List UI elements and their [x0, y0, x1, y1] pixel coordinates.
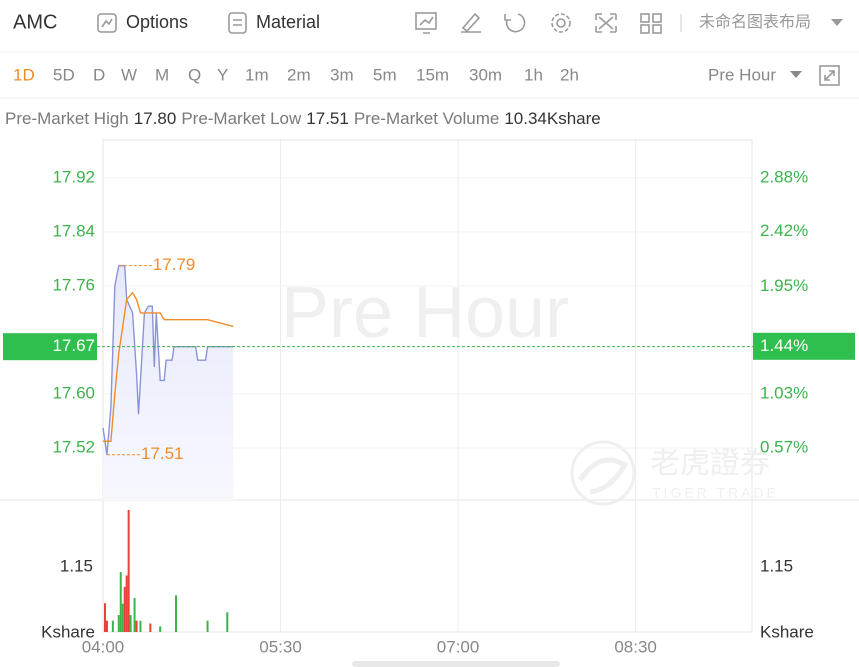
- volume-bar: [111, 620, 114, 632]
- volume-unit: Kshare: [41, 622, 95, 641]
- y2-tick-label: 0.57%: [760, 437, 808, 456]
- layout-name[interactable]: 未命名图表布局: [699, 13, 811, 31]
- period-bar: 1D 5D D W M Q Y 1m 2m 3m 5m 15m 30m 1h 2h: [13, 65, 579, 84]
- last-price: 17.67: [52, 336, 95, 355]
- chart: 04:00 05:30 07:00 08:30 17.92 17.84 17.76 17.60…: [3, 140, 855, 656]
- y-tick-label: 17.84: [52, 221, 95, 240]
- volume-bar: [206, 620, 209, 632]
- stat-label: Pre-Market High: [5, 109, 129, 128]
- tool-icons[interactable]: [415, 12, 662, 34]
- y2-tick-label: 1.95%: [760, 276, 808, 295]
- period-button[interactable]: 2m: [287, 65, 311, 84]
- volume-bar: [226, 612, 229, 632]
- period-button[interactable]: 1h: [524, 65, 543, 84]
- period-button[interactable]: M: [155, 65, 169, 84]
- symbol[interactable]: AMC: [13, 11, 57, 33]
- brand: 老虎證券: [650, 447, 770, 480]
- period-button[interactable]: Y: [217, 65, 228, 84]
- dropdown-arrow[interactable]: [790, 71, 802, 78]
- options-icon[interactable]: [97, 13, 117, 33]
- stat-value: 10.34Kshare: [504, 109, 600, 128]
- session-select[interactable]: Pre Hour: [708, 65, 776, 84]
- material-button[interactable]: Material: [256, 12, 320, 32]
- volume-bar: [139, 620, 142, 632]
- period-button[interactable]: 1D: [13, 65, 35, 84]
- period-button[interactable]: 15m: [416, 65, 449, 84]
- period-button[interactable]: 3m: [330, 65, 354, 84]
- period-button[interactable]: D: [93, 65, 105, 84]
- x-tick-label: 08:30: [614, 637, 657, 656]
- stats-line: Pre-Market High 17.80 Pre-Market Low 17.51 P…: [5, 109, 601, 128]
- price-area: [103, 265, 234, 500]
- last-change: 1.44%: [760, 336, 808, 355]
- period-button[interactable]: W: [121, 65, 137, 84]
- volume-bar: [174, 595, 177, 632]
- volume-bar: [103, 603, 106, 632]
- y-tick-label: 17.52: [52, 437, 95, 456]
- material-icon[interactable]: [228, 12, 247, 34]
- volume-bar: [129, 615, 132, 632]
- options-button[interactable]: Options: [126, 12, 188, 32]
- brand-en: TIGER TRADE: [652, 485, 779, 501]
- x-tick-label: 05:30: [259, 637, 302, 656]
- annotation-label: 17.51: [141, 444, 184, 463]
- volume-unit: Kshare: [760, 622, 814, 641]
- period-button[interactable]: 5D: [53, 65, 75, 84]
- volume-bar: [121, 603, 124, 632]
- period-button[interactable]: Q: [188, 65, 201, 84]
- y-tick-label: 17.60: [52, 383, 95, 402]
- volume-bar: [117, 615, 120, 632]
- stat-label: Pre-Market Volume: [354, 109, 500, 128]
- annotation-label: 17.79: [153, 255, 196, 274]
- x-tick-label: 07:00: [437, 637, 480, 656]
- y2-tick-label: 2.88%: [760, 167, 808, 186]
- y2-tick-label: 1.03%: [760, 384, 808, 403]
- volume-bar: [123, 586, 126, 632]
- volume-bar: [127, 509, 130, 632]
- volume-bar: [125, 575, 128, 632]
- x-tick-label: 04:00: [82, 637, 125, 656]
- stat-label: Pre-Market Low: [181, 109, 302, 128]
- volume-tick-label: 1.15: [60, 556, 93, 575]
- plot-frame: [102, 139, 753, 633]
- period-button[interactable]: 1m: [245, 65, 269, 84]
- scrollbar[interactable]: [352, 661, 560, 667]
- dropdown-arrow[interactable]: [831, 19, 843, 26]
- y-tick-label: 17.92: [52, 167, 95, 186]
- stat-value: 17.80: [134, 109, 177, 128]
- y2-tick-label: 2.42%: [760, 221, 808, 240]
- watermark: Pre Hour: [281, 273, 569, 353]
- brand-logo: [570, 440, 636, 506]
- last-change-box: [753, 332, 855, 360]
- volume-bar: [149, 623, 152, 632]
- volume-tick-label: 1.15: [760, 556, 793, 575]
- period-button[interactable]: 2h: [560, 65, 579, 84]
- fullscreen-icon[interactable]: [819, 65, 840, 86]
- volume-bar: [159, 626, 162, 632]
- stat-value: 17.51: [306, 109, 349, 128]
- volume-bar: [135, 620, 138, 632]
- last-price-box: [3, 333, 97, 361]
- volume-bar: [105, 620, 108, 632]
- period-button[interactable]: 5m: [373, 65, 397, 84]
- volume-bar: [119, 572, 122, 632]
- y-tick-label: 17.76: [52, 275, 95, 294]
- volume-bar: [133, 598, 136, 632]
- period-button[interactable]: 30m: [469, 65, 502, 84]
